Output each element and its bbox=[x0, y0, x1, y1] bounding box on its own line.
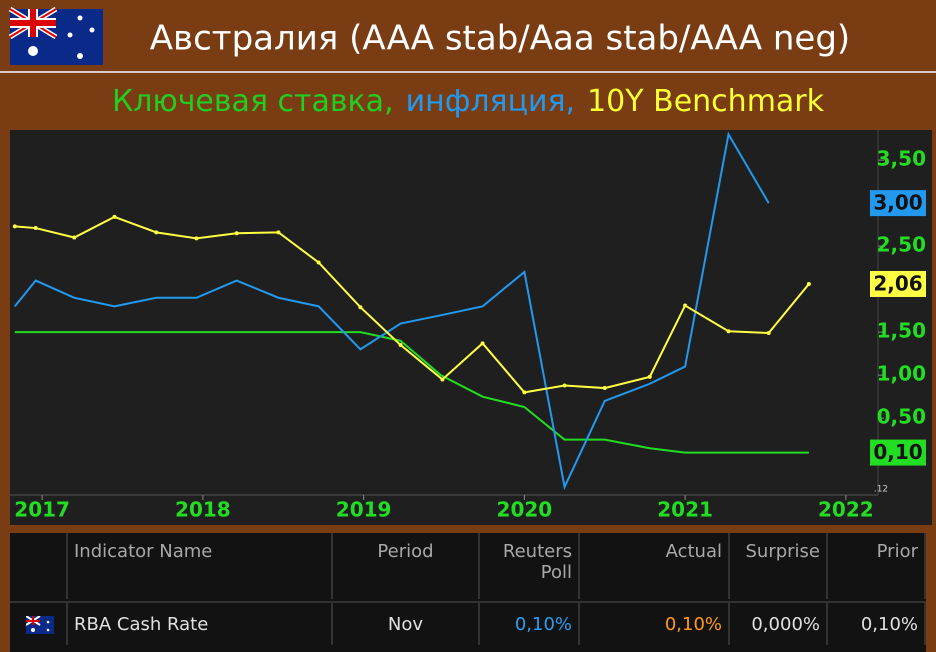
flag-header bbox=[10, 533, 68, 599]
point bbox=[522, 390, 527, 395]
series-line bbox=[14, 131, 770, 491]
point bbox=[440, 377, 445, 382]
y-tick-label: 3,50 bbox=[877, 147, 926, 171]
end-label-box bbox=[870, 270, 926, 297]
x-tick-label: 2021 bbox=[657, 498, 713, 522]
point bbox=[194, 236, 199, 241]
point bbox=[72, 235, 77, 240]
row-flag bbox=[10, 601, 68, 645]
point bbox=[398, 343, 403, 348]
point bbox=[602, 386, 607, 391]
x-tick-label: 2019 bbox=[336, 498, 392, 522]
title-bar bbox=[0, 0, 936, 70]
table-cell: 0,10% bbox=[828, 601, 926, 645]
point bbox=[562, 383, 567, 388]
au-flag bbox=[8, 6, 103, 65]
data-table: Indicator Name Period Reuters Poll Actual Su… bbox=[10, 533, 926, 652]
y-tick-label: 2,50 bbox=[877, 233, 926, 257]
column-header: Reuters Poll bbox=[480, 533, 580, 599]
y-tick-label: 0,50 bbox=[877, 405, 926, 429]
point bbox=[647, 374, 652, 379]
point bbox=[12, 224, 17, 229]
point bbox=[358, 305, 363, 310]
subtitle-part: 10Y Benchmark bbox=[587, 84, 825, 119]
x-tick-label: 2020 bbox=[497, 498, 553, 522]
end-label-box bbox=[870, 439, 926, 466]
point bbox=[480, 341, 485, 346]
column-header: Surprise bbox=[730, 533, 828, 599]
table-cell: Nov bbox=[333, 601, 480, 645]
y-tick-label: 1,50 bbox=[877, 319, 926, 343]
subtitle-part: инфляция, bbox=[406, 84, 575, 119]
end-label: 2,06 bbox=[873, 271, 922, 295]
series-line bbox=[14, 331, 809, 454]
title: Австралия (AAA stab/Aaa stab/AAA neg) bbox=[150, 19, 850, 59]
annotation: .12 bbox=[874, 485, 888, 495]
point bbox=[683, 303, 688, 308]
end-label-box bbox=[870, 190, 926, 217]
table-cell: 0,000% bbox=[730, 601, 828, 645]
end-label: 0,10 bbox=[873, 440, 922, 464]
point bbox=[806, 281, 811, 286]
x-tick-label: 2018 bbox=[175, 498, 231, 522]
end-label: 3,00 bbox=[873, 191, 922, 215]
plot-panel bbox=[10, 130, 932, 525]
table-cell: 0,10% bbox=[480, 601, 580, 645]
point bbox=[234, 231, 239, 236]
table-cell: RBA Cash Rate bbox=[68, 601, 333, 645]
column-header: Prior bbox=[828, 533, 926, 599]
column-header: Indicator Name bbox=[68, 533, 333, 599]
point bbox=[316, 260, 321, 265]
point bbox=[33, 226, 38, 231]
x-tick-label: 2017 bbox=[14, 498, 70, 522]
point bbox=[154, 230, 159, 235]
point bbox=[112, 214, 117, 219]
table-cell: 0,10% bbox=[580, 601, 730, 645]
y-tick-label: 1,00 bbox=[877, 362, 926, 386]
point bbox=[726, 329, 731, 334]
column-header: Actual bbox=[580, 533, 730, 599]
x-tick-label: 2022 bbox=[818, 498, 874, 522]
point bbox=[276, 230, 281, 235]
point bbox=[766, 331, 771, 336]
subtitle-part: Ключевая ставка, bbox=[112, 84, 394, 119]
chart: Австралия (AAA stab/Aaa stab/AAA neg) Кл… bbox=[0, 0, 936, 525]
column-header: Period bbox=[333, 533, 480, 599]
subtitle: Ключевая ставка, инфляция, 10Y Benchmark bbox=[112, 84, 825, 119]
